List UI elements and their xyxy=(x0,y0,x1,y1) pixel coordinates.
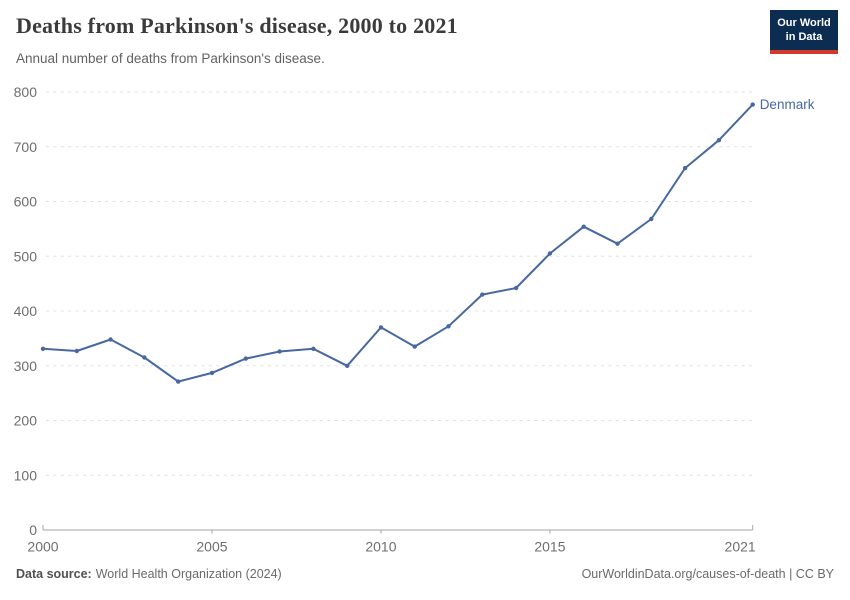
y-tick-label-700: 700 xyxy=(14,139,38,155)
y-tick-label-300: 300 xyxy=(14,358,38,374)
y-tick-label-100: 100 xyxy=(14,467,38,483)
credit-link[interactable]: OurWorldinData.org/causes-of-death | CC … xyxy=(581,567,834,581)
series-line-denmark[interactable] xyxy=(42,103,754,383)
y-tick-label-200: 200 xyxy=(14,413,38,429)
data-point-2016[interactable] xyxy=(581,224,586,229)
page-title: Deaths from Parkinson's disease, 2000 to… xyxy=(16,13,458,38)
y-tick-label-600: 600 xyxy=(14,194,38,210)
series-end-label-denmark[interactable]: Denmark xyxy=(760,97,815,112)
data-point-2005[interactable] xyxy=(209,370,215,376)
data-point-2014[interactable] xyxy=(513,285,519,291)
chart-subtitle: Annual number of deaths from Parkinson's… xyxy=(16,51,325,66)
x-tick-label-2000: 2000 xyxy=(27,539,58,555)
x-tick-label-2010: 2010 xyxy=(365,539,396,555)
data-point-2007[interactable] xyxy=(277,349,282,354)
owid-logo[interactable]: Our World in Data xyxy=(770,10,838,54)
data-point-2013[interactable] xyxy=(480,292,485,297)
data-point-2003[interactable] xyxy=(142,355,147,360)
data-source-text: World Health Organization (2024) xyxy=(95,567,282,581)
data-point-2009[interactable] xyxy=(345,363,350,368)
chart-footer: Data source: World Health Organization (2… xyxy=(16,567,834,581)
x-tick-label-2015: 2015 xyxy=(534,539,565,555)
data-source-label: Data source: xyxy=(16,567,92,581)
x-tick-label-2021: 2021 xyxy=(725,539,756,555)
data-point-2006[interactable] xyxy=(243,356,248,361)
y-tick-label-500: 500 xyxy=(14,248,38,264)
data-point-2018[interactable] xyxy=(649,216,654,222)
data-point-2000[interactable] xyxy=(40,346,46,351)
y-tick-label-800: 800 xyxy=(14,84,38,100)
data-point-2019[interactable] xyxy=(682,165,688,171)
data-point-2012[interactable] xyxy=(446,324,451,329)
x-tick-label-2005: 2005 xyxy=(196,539,227,555)
data-point-2010[interactable] xyxy=(378,325,384,330)
y-tick-label-0: 0 xyxy=(29,522,37,538)
data-point-2011[interactable] xyxy=(412,344,417,349)
data-point-2002[interactable] xyxy=(108,337,113,342)
data-point-2021[interactable] xyxy=(750,102,755,107)
owid-logo-line2: in Data xyxy=(785,31,823,44)
y-tick-label-400: 400 xyxy=(14,303,38,319)
data-point-2008[interactable] xyxy=(311,346,316,351)
data-point-2017[interactable] xyxy=(615,241,620,246)
data-point-2001[interactable] xyxy=(74,348,80,354)
data-point-2015[interactable] xyxy=(547,251,553,256)
data-source: Data source: World Health Organization (2… xyxy=(16,567,282,581)
owid-logo-line1: Our World xyxy=(777,17,831,29)
data-point-2004[interactable] xyxy=(176,379,181,384)
data-point-2020[interactable] xyxy=(716,138,722,143)
